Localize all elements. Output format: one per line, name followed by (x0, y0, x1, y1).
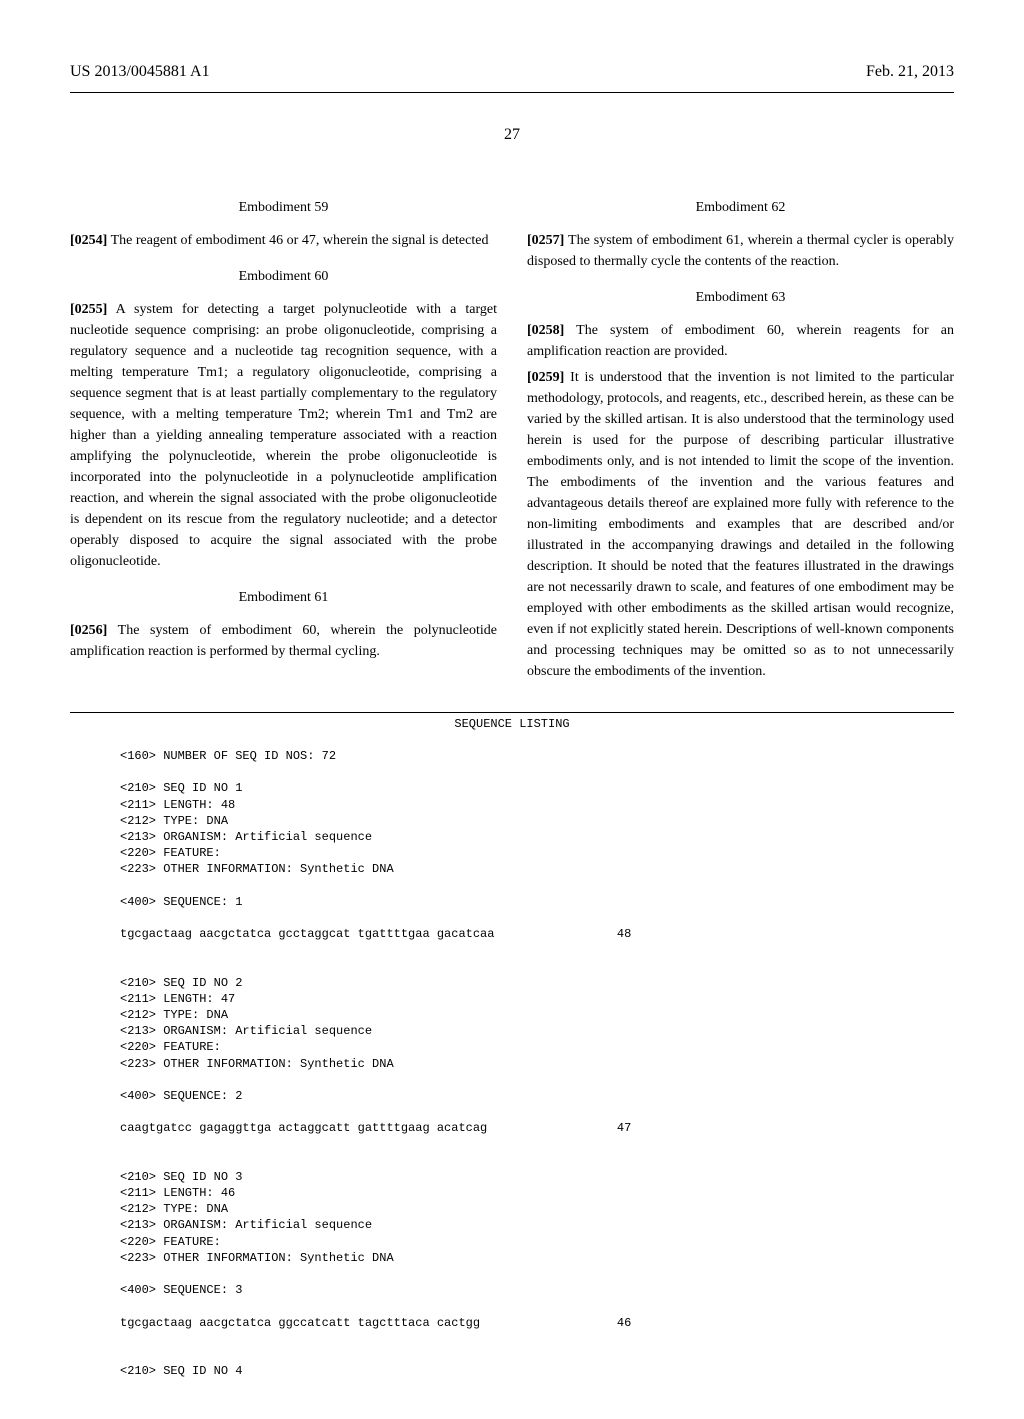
embodiment-title: Embodiment 63 (527, 287, 954, 308)
paragraph-number: [0256] (70, 623, 107, 638)
right-column: Embodiment 62 [0257] The system of embod… (527, 182, 954, 687)
paragraph-number: [0257] (527, 233, 564, 248)
paragraph-number: [0254] (70, 233, 107, 248)
paragraph-number: [0259] (527, 370, 564, 385)
sequence-listing-content: <160> NUMBER OF SEQ ID NOS: 72 <210> SEQ… (120, 748, 954, 1379)
left-column: Embodiment 59 [0254] The reagent of embo… (70, 182, 497, 687)
content-columns: Embodiment 59 [0254] The reagent of embo… (70, 182, 954, 687)
paragraph-text: The system of embodiment 60, wherein the… (70, 623, 497, 659)
paragraph-text: The system of embodiment 61, wherein a t… (527, 233, 954, 269)
embodiment-paragraph: [0257] The system of embodiment 61, wher… (527, 230, 954, 272)
embodiment-paragraph: [0255] A system for detecting a target p… (70, 299, 497, 572)
embodiment-paragraph: [0256] The system of embodiment 60, wher… (70, 620, 497, 662)
sequence-divider (70, 712, 954, 713)
page-number: 27 (70, 123, 954, 147)
embodiment-title: Embodiment 62 (527, 197, 954, 218)
continuation-paragraph: [0259] It is understood that the inventi… (527, 367, 954, 682)
embodiment-paragraph: [0258] The system of embodiment 60, wher… (527, 320, 954, 362)
paragraph-number: [0258] (527, 323, 564, 338)
paragraph-text: The system of embodiment 60, wherein rea… (527, 323, 954, 359)
embodiment-title: Embodiment 61 (70, 587, 497, 608)
sequence-listing-title: SEQUENCE LISTING (70, 715, 954, 733)
paragraph-text: It is understood that the invention is n… (527, 370, 954, 679)
page-header: US 2013/0045881 A1 Feb. 21, 2013 (70, 60, 954, 84)
embodiment-title: Embodiment 59 (70, 197, 497, 218)
embodiment-title: Embodiment 60 (70, 266, 497, 287)
paragraph-number: [0255] (70, 302, 107, 317)
header-left: US 2013/0045881 A1 (70, 60, 210, 84)
paragraph-text: A system for detecting a target polynucl… (70, 302, 497, 569)
embodiment-paragraph: [0254] The reagent of embodiment 46 or 4… (70, 230, 497, 251)
paragraph-text: The reagent of embodiment 46 or 47, wher… (107, 233, 488, 248)
header-divider (70, 92, 954, 93)
header-right: Feb. 21, 2013 (866, 60, 954, 84)
